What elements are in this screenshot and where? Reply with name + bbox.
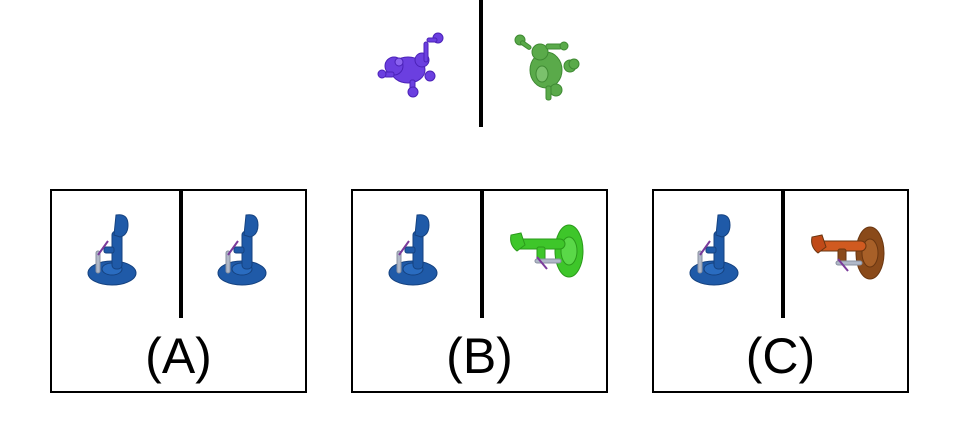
- prompt-divider: [479, 0, 483, 127]
- seated-figure-icon: [689, 214, 739, 286]
- option-divider: [480, 191, 484, 318]
- option-c-panel[interactable]: (C): [652, 189, 909, 393]
- prompt-left-shape-icon: [377, 32, 444, 98]
- rotated-figure-icon: [811, 226, 885, 280]
- option-b-panel[interactable]: (B): [351, 189, 608, 393]
- seated-figure-icon: [87, 214, 137, 286]
- option-divider: [781, 191, 785, 318]
- rotated-figure-icon: [510, 224, 584, 278]
- option-c-label: (C): [745, 328, 816, 384]
- option-b-label: (B): [446, 328, 513, 384]
- seated-figure-icon: [217, 214, 267, 286]
- seated-figure-icon: [388, 214, 438, 286]
- prompt-right-shape-icon: [514, 34, 580, 101]
- option-divider: [179, 191, 183, 318]
- option-a-panel[interactable]: (A): [50, 189, 307, 393]
- option-a-label: (A): [145, 328, 212, 384]
